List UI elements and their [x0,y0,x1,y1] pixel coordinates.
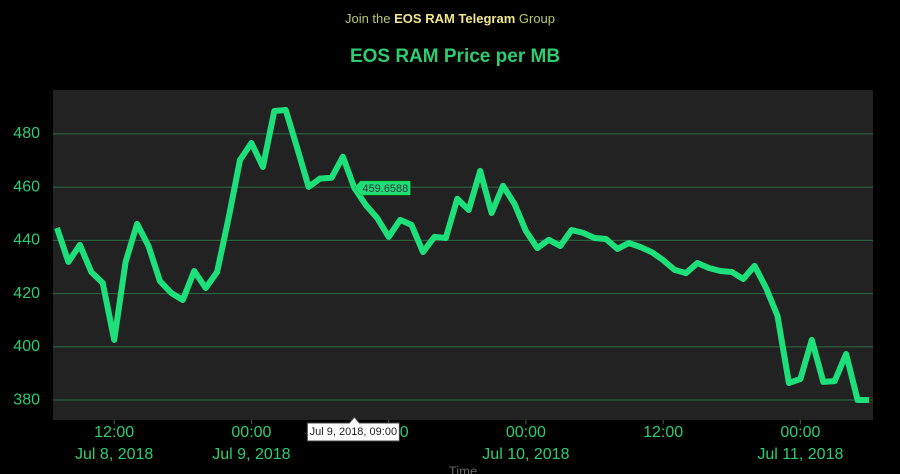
x-tick-label: 00:00 [780,424,820,441]
hover-x-label: Jul 9, 2018, 09:00 [310,426,397,438]
y-tick-label: 420 [13,285,40,302]
y-tick-label: 460 [13,178,40,195]
axes: 380 400 420 440 460 480 12:00 Jul 8, 2018 00:00 J… [13,125,843,463]
y-tick-label: 440 [13,232,40,249]
grid [53,133,873,401]
plot [54,107,869,403]
x-axis-title: Time [449,463,477,474]
x-tick-label: 12:00 [94,424,134,441]
hover-x-box [306,416,400,442]
y-tick-label: 380 [13,391,40,408]
header-link[interactable]: EOS RAM Telegram [394,11,515,26]
x-tick-label: 00:00 [506,424,546,441]
x-tick-label: Jul 8, 2018 [75,446,153,463]
header-text: Group [519,11,555,26]
hover-value: 459.6588 [354,180,411,196]
hover-value-label: 459.6588 [362,183,408,195]
x-tick-label: 12:00 [643,424,683,441]
y-tick-label: 400 [13,338,40,355]
line-series [54,107,869,403]
y-tick-label: 480 [13,125,40,142]
hover-x: Jul 9, 2018, 09:00 [306,416,400,442]
x-tick-label: 00:00 [231,424,271,441]
x-tick-label: Jul 9, 2018 [212,446,290,463]
plot-area [53,90,873,420]
chart-title: EOS RAM Price per MB [350,46,560,67]
header: Join the EOS RAM Telegram Group [345,11,555,26]
x-tick-label: Jul 10, 2018 [482,446,569,463]
x-tick-label: Jul 11, 2018 [757,446,843,463]
header-text: Join the [345,11,391,26]
hover-value-box [354,180,411,196]
